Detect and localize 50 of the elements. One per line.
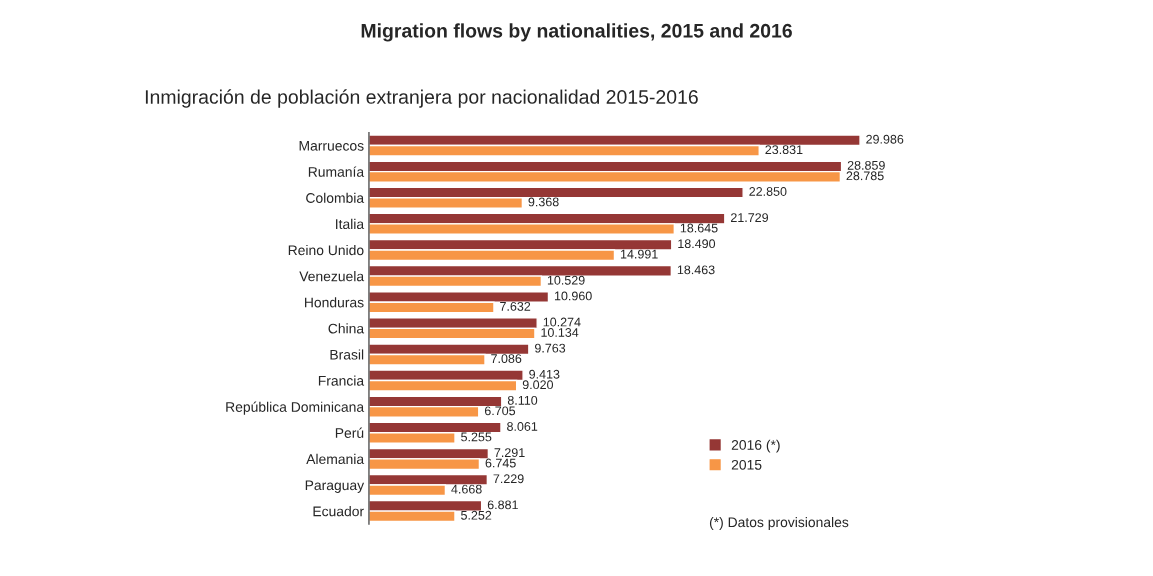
data-label: 29.986 [866, 134, 904, 144]
data-label: 9.368 [528, 197, 559, 207]
data-label: 18.645 [680, 223, 718, 233]
data-label: 7.229 [493, 474, 524, 484]
data-label: 22.850 [749, 187, 787, 196]
data-label: 9.763 [534, 343, 566, 353]
data-label: 6.705 [484, 406, 516, 416]
data-label: 10.960 [554, 291, 592, 301]
y-tick-label: Rumanía [308, 166, 365, 177]
data-label: 6.881 [487, 500, 518, 510]
data-label: 18.463 [677, 265, 715, 275]
y-tick-label: Marruecos [299, 141, 364, 151]
data-label: 10.529 [547, 275, 585, 285]
y-tick-label: Italia [336, 218, 365, 230]
y-tick-label: Alemania [306, 453, 365, 465]
y-tick-label: Brasil [330, 349, 364, 360]
data-label: 18.490 [678, 239, 716, 249]
y-tick-label: Reino Unido [288, 244, 364, 256]
y-tick-label: República Dominicana [226, 401, 365, 415]
data-label: 14.991 [620, 249, 658, 259]
y-tick-label: Paraguay [305, 480, 365, 493]
data-label: 10.134 [541, 328, 579, 337]
legend-label: 2016 (*) [731, 439, 780, 453]
data-label: 9.413 [529, 369, 560, 379]
data-label: 28.785 [846, 171, 884, 181]
data-label: 5.252 [461, 510, 492, 520]
data-label: 8.110 [507, 395, 538, 405]
data-label: 28.859 [847, 160, 885, 170]
y-tick-label: Ecuador [313, 506, 364, 517]
chart-title: Migration flows by nationalities, 2015 and 2016 [361, 23, 792, 42]
data-label: 8.061 [507, 422, 538, 431]
data-label: 7.291 [494, 448, 525, 458]
data-label: 6.745 [485, 458, 516, 468]
annotation: (*) Datos provisionales [709, 516, 849, 530]
data-label: 5.255 [461, 432, 492, 442]
data-label: 23.831 [765, 145, 803, 155]
y-tick-label: Colombia [306, 192, 365, 203]
y-tick-label: Francia [318, 375, 365, 386]
data-label: 10.274 [543, 317, 581, 327]
data-label: 9.020 [522, 380, 554, 390]
y-tick-label: Perú [335, 427, 364, 438]
chart-subtitle: Inmigración de población extranjera por nacionalidad 2015-2016 [145, 89, 698, 108]
y-tick-label: Honduras [305, 297, 364, 308]
y-tick-label: Venezuela [299, 271, 365, 282]
legend-label: 2015 [731, 459, 762, 470]
data-label: 7.086 [491, 354, 522, 364]
data-label: 4.668 [451, 484, 482, 494]
data-label: 7.632 [500, 301, 531, 311]
y-tick-label: China [328, 323, 365, 334]
data-label: 21.729 [731, 213, 769, 223]
